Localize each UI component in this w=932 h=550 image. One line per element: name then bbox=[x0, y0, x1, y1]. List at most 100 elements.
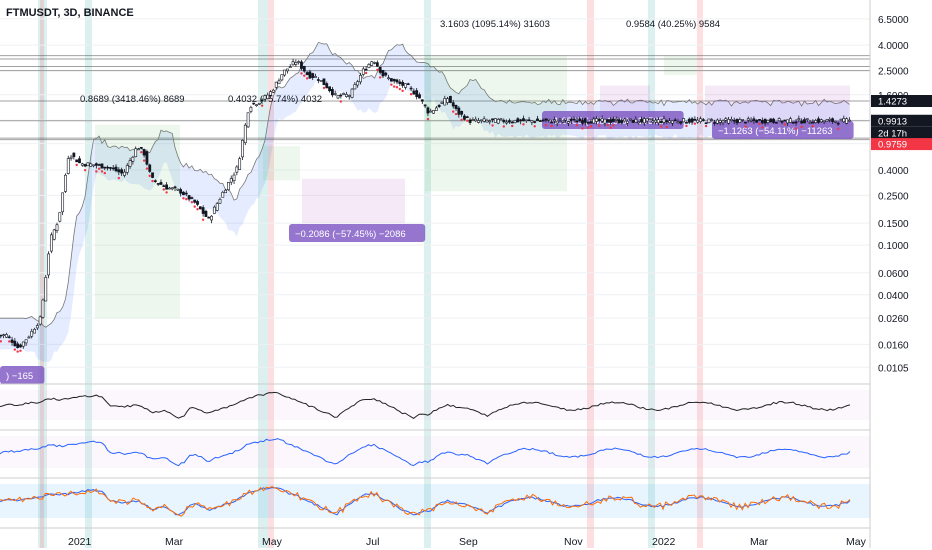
candle bbox=[47, 251, 50, 279]
candle bbox=[468, 117, 472, 125]
candle bbox=[176, 188, 180, 191]
candle bbox=[825, 118, 829, 122]
candle bbox=[420, 99, 424, 105]
down-marker bbox=[16, 350, 19, 353]
candle-body bbox=[707, 118, 711, 123]
down-marker bbox=[75, 163, 78, 167]
candle bbox=[513, 119, 517, 124]
candle-body bbox=[687, 118, 691, 123]
candle bbox=[477, 117, 480, 124]
candle bbox=[533, 120, 537, 128]
candle-body bbox=[159, 182, 163, 185]
candle bbox=[642, 117, 646, 126]
candle bbox=[547, 118, 551, 123]
candle-body bbox=[645, 118, 649, 122]
candle-body bbox=[142, 149, 146, 156]
down-marker bbox=[339, 100, 343, 103]
candle-body bbox=[103, 166, 107, 169]
candle-body bbox=[662, 118, 666, 123]
candle-body bbox=[536, 118, 539, 122]
candle-body bbox=[701, 119, 705, 121]
candle-body bbox=[718, 120, 722, 123]
price-tick: 0.0260 bbox=[878, 314, 909, 325]
candle bbox=[508, 118, 511, 124]
candle-body bbox=[201, 207, 205, 214]
signal-band bbox=[40, 0, 44, 548]
time-tick: 2021 bbox=[68, 536, 92, 548]
candle-body bbox=[27, 336, 31, 339]
candle bbox=[375, 60, 379, 72]
candle bbox=[286, 68, 289, 74]
candle bbox=[384, 71, 388, 77]
candle bbox=[738, 117, 742, 123]
candle-body bbox=[800, 120, 804, 124]
candle-body bbox=[13, 340, 17, 347]
candle-body bbox=[94, 163, 98, 166]
measure-box bbox=[95, 124, 180, 319]
candle bbox=[2, 333, 6, 339]
candle bbox=[106, 165, 109, 171]
candle bbox=[774, 122, 778, 124]
candle-body bbox=[409, 87, 413, 90]
down-marker bbox=[544, 124, 548, 127]
candle bbox=[519, 118, 523, 125]
candle bbox=[145, 149, 149, 170]
candle-body bbox=[440, 101, 444, 104]
price-axis[interactable]: 80.000034.8857100.0000−3.7041100.008.820… bbox=[869, 0, 932, 550]
candle-body bbox=[836, 122, 840, 125]
candle-body bbox=[828, 118, 832, 121]
candle bbox=[572, 116, 576, 122]
candle-body bbox=[780, 120, 784, 123]
down-marker bbox=[145, 167, 149, 170]
signal-band bbox=[268, 0, 274, 548]
candle-body bbox=[715, 119, 719, 124]
measure-badge-bg bbox=[712, 121, 854, 139]
candle-body bbox=[404, 83, 407, 88]
candle-body bbox=[777, 118, 781, 122]
chart-title: FTMUSDT, 3D, BINANCE bbox=[6, 7, 134, 19]
down-marker bbox=[794, 127, 798, 130]
signal-band bbox=[424, 0, 431, 548]
candle-body bbox=[457, 107, 461, 115]
candle bbox=[800, 118, 804, 129]
candle bbox=[704, 122, 708, 128]
candle-body bbox=[297, 61, 301, 63]
candle bbox=[628, 118, 632, 121]
candle-body bbox=[392, 78, 396, 82]
candle bbox=[381, 69, 385, 79]
candle bbox=[659, 118, 663, 128]
candle-body bbox=[266, 94, 270, 99]
candle bbox=[392, 78, 396, 88]
pane-zone bbox=[0, 390, 870, 420]
signal-band bbox=[648, 0, 655, 548]
candle bbox=[232, 172, 236, 185]
candle-body bbox=[600, 118, 604, 122]
candle bbox=[676, 119, 680, 124]
candle-body bbox=[727, 119, 731, 124]
candle-body bbox=[47, 253, 50, 276]
candle bbox=[471, 117, 475, 121]
indicator-pane-rsi bbox=[0, 383, 870, 420]
down-marker bbox=[8, 340, 11, 343]
candle-body bbox=[499, 118, 503, 120]
candle-body bbox=[148, 164, 152, 172]
candle bbox=[288, 64, 292, 69]
candle bbox=[701, 118, 705, 122]
down-marker bbox=[140, 151, 143, 154]
candle bbox=[567, 120, 570, 127]
indicator-line bbox=[0, 391, 851, 420]
down-marker bbox=[581, 127, 584, 130]
candle bbox=[724, 117, 728, 123]
candle bbox=[651, 117, 655, 125]
time-axis[interactable]: 2021 Mar May Jul Sep Nov 2022 Mar May bbox=[0, 527, 870, 548]
candle-body bbox=[86, 162, 90, 167]
candle bbox=[378, 66, 382, 79]
candle-body bbox=[595, 118, 598, 122]
candle-body bbox=[241, 140, 244, 158]
candle-body bbox=[322, 78, 326, 86]
candle-body bbox=[443, 98, 447, 106]
candle-body bbox=[533, 121, 537, 123]
candle bbox=[201, 205, 205, 221]
candle-body bbox=[89, 163, 93, 167]
candle bbox=[221, 190, 225, 198]
